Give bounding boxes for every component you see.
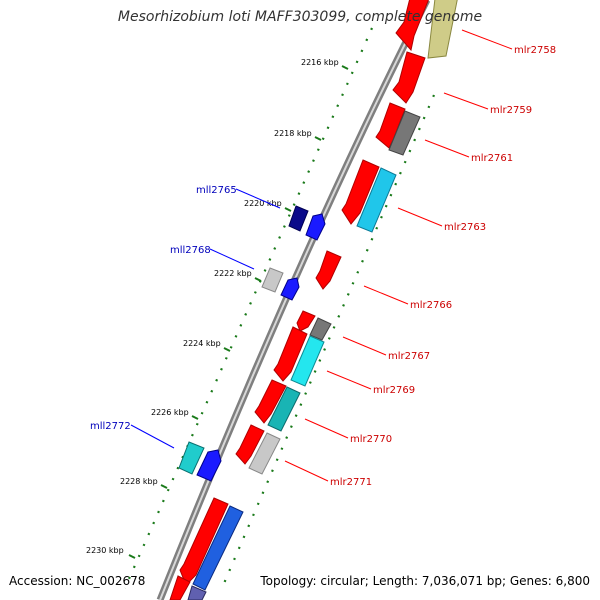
genome-summary-text: Topology: circular; Length: 7,036,071 bp… xyxy=(260,574,590,588)
gene-label[interactable]: mll2772 xyxy=(90,421,131,432)
kbp-tick-mark xyxy=(254,277,262,282)
label-leader-line xyxy=(443,92,489,110)
gene-arrow-mlr2766[interactable] xyxy=(315,250,342,290)
accession-text: Accession: NC_002678 xyxy=(9,574,146,588)
gene-label[interactable]: mlr2759 xyxy=(490,105,532,116)
kbp-label: 2224 kbp xyxy=(183,339,221,348)
label-leader-line xyxy=(304,418,349,439)
kbp-tick-mark xyxy=(223,347,231,352)
gene-arrow-mll2768[interactable] xyxy=(261,267,300,301)
gene-arrow-mlr2769[interactable] xyxy=(273,326,325,387)
gene-label[interactable]: mlr2767 xyxy=(388,351,430,362)
gene-arrow-mlr2761[interactable] xyxy=(375,102,421,156)
genome-backbone-highlight xyxy=(159,0,428,600)
kbp-label: 2226 kbp xyxy=(151,408,189,417)
kbp-tick-mark xyxy=(160,484,168,489)
gene-arrow-mlr2771[interactable] xyxy=(235,424,281,475)
kbp-tick-mark xyxy=(341,65,349,70)
kbp-label: 2220 kbp xyxy=(244,199,282,208)
kbp-label: 2230 kbp xyxy=(86,546,124,555)
label-leader-line xyxy=(284,460,329,482)
inner-dotted-track xyxy=(123,27,374,589)
gene-arrow-mlr2758[interactable] xyxy=(395,0,458,59)
gene-arrow-mlr2759[interactable] xyxy=(392,51,426,104)
gene-label[interactable]: mlr2769 xyxy=(373,385,415,396)
kbp-label: 2218 kbp xyxy=(274,129,312,138)
gene-arrow-mlr2767[interactable] xyxy=(296,310,332,341)
kbp-label: 2222 kbp xyxy=(214,269,252,278)
kbp-label: 2228 kbp xyxy=(120,477,158,486)
label-leader-line xyxy=(130,424,175,449)
label-leader-line xyxy=(424,139,470,158)
gene-arrow-bottom-cluster[interactable] xyxy=(169,497,244,600)
gene-arrow-mll2772[interactable] xyxy=(178,441,222,482)
gene-label[interactable]: mlr2761 xyxy=(471,153,513,164)
label-leader-line xyxy=(363,285,409,305)
gene-arrow-mlr2763[interactable] xyxy=(341,159,397,233)
gene-label[interactable]: mll2765 xyxy=(196,185,237,196)
kbp-tick-mark xyxy=(128,554,136,559)
outer-dotted-track xyxy=(220,94,436,589)
label-leader-line xyxy=(326,370,372,390)
genome-backbone xyxy=(156,0,431,600)
gene-arrow-mlr2770[interactable] xyxy=(254,379,301,432)
label-leader-line xyxy=(342,336,387,356)
label-leader-line xyxy=(397,207,443,227)
gene-label[interactable]: mlr2766 xyxy=(410,300,452,311)
kbp-tick-mark xyxy=(191,415,199,420)
label-leader-line xyxy=(235,188,281,209)
kbp-label: 2216 kbp xyxy=(301,58,339,67)
gene-label[interactable]: mlr2771 xyxy=(330,477,372,488)
kbp-tick-mark xyxy=(284,207,292,212)
gene-label[interactable]: mlr2758 xyxy=(514,45,556,56)
gene-label[interactable]: mlr2763 xyxy=(444,222,486,233)
genome-title: Mesorhizobium loti MAFF303099, complete … xyxy=(117,9,483,25)
gene-label[interactable]: mlr2770 xyxy=(350,434,392,445)
label-leader-line xyxy=(209,248,255,270)
label-leader-line xyxy=(461,29,513,50)
kbp-tick-mark xyxy=(314,136,322,141)
gene-label[interactable]: mll2768 xyxy=(170,245,211,256)
gene-arrow-mll2765[interactable] xyxy=(288,205,326,241)
